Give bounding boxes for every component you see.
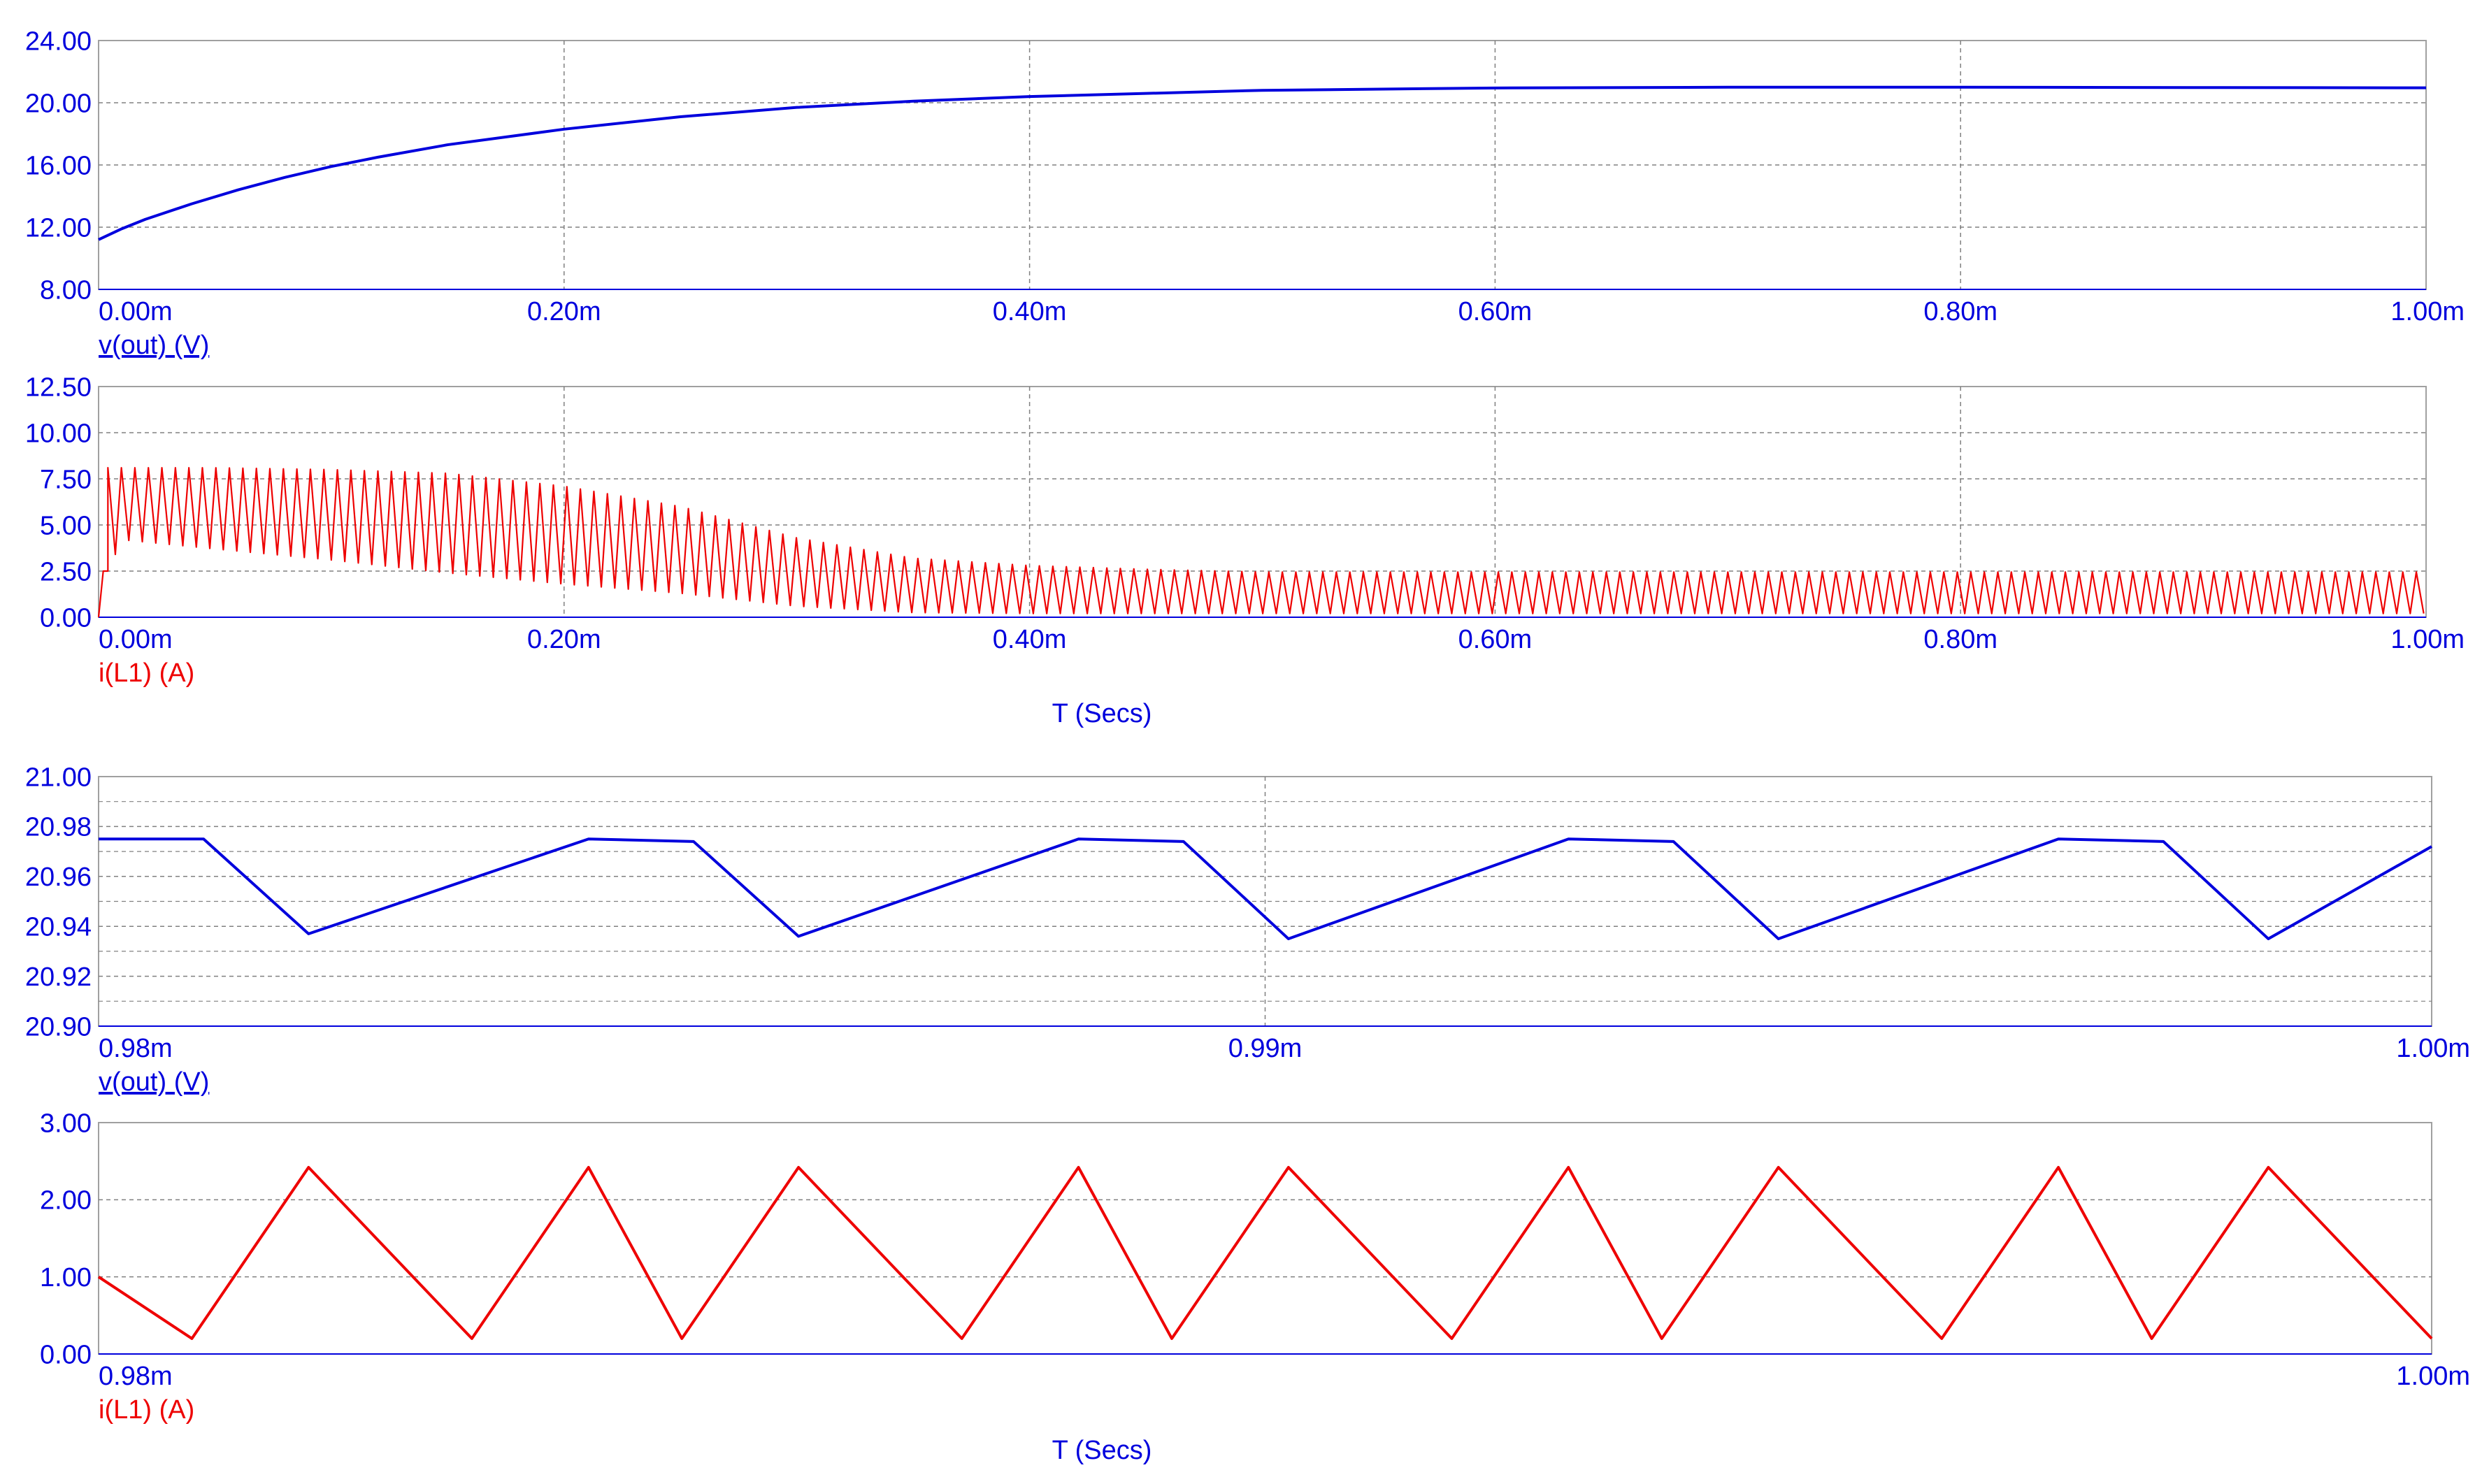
x-tick-label: 0.20m [527,297,601,326]
y-tick-label: 12.00 [25,213,92,243]
series-line [99,837,2432,941]
y-tick-label: 0.00 [40,603,92,633]
y-tick-label: 20.96 [25,863,92,892]
y-tick-label: 20.00 [25,89,92,118]
y-tick-label: 3.00 [40,1109,92,1138]
x-tick-label: 0.60m [1458,625,1533,654]
plot-frame [98,1122,2432,1355]
y-tick-label: 1.00 [40,1263,92,1292]
y-tick-label: 2.50 [40,557,92,586]
x-tick-label: 0.80m [1923,625,1997,654]
chart-panel-il1-full: 0.00 2.50 5.00 7.50 10.00 12.50 0.00m 0.20m 0.40… [25,373,2465,728]
series-line [97,1165,2433,1340]
x-tick-label: 0.99m [1228,1034,1303,1063]
y-tick-label: 21.00 [25,763,92,792]
y-tick-label: 24.00 [25,27,92,56]
y-tick-label: 20.90 [25,1012,92,1042]
chart-panel-vout-zoom: 20.90 20.92 20.94 20.96 20.98 21.00 0.98m 0.99m… [25,763,2470,1097]
x-tick-label: 1.00m [2390,297,2465,326]
trace-label: i(L1) (A) [99,1395,194,1425]
y-tick-label: 10.00 [25,419,92,448]
x-axis-title: T (Secs) [1052,699,1152,728]
y-tick-label: 20.94 [25,913,92,942]
series-line [98,85,2427,241]
y-tick-label: 8.00 [40,275,92,305]
y-tick-label: 12.50 [25,373,92,402]
y-tick-label: 5.00 [40,511,92,540]
x-tick-label: 1.00m [2396,1034,2470,1063]
y-tick-label: 20.98 [25,813,92,842]
y-tick-label: 7.50 [40,465,92,494]
x-axis-title: T (Secs) [1052,1436,1152,1465]
y-tick-label: 2.00 [40,1186,92,1216]
x-tick-label: 0.98m [99,1034,173,1063]
y-tick-label: 0.00 [40,1340,92,1369]
x-tick-label: 0.20m [527,625,601,654]
x-tick-label: 1.00m [2396,1362,2470,1391]
trace-label: v(out) (V) [99,331,209,360]
chart-panel-vout-full: 8.00 12.00 16.00 20.00 24.00 0.00m 0.20m 0.40m 0… [25,27,2465,360]
x-tick-label: 1.00m [2390,625,2465,654]
x-tick-label: 0.60m [1458,297,1533,326]
x-tick-label: 0.98m [99,1362,173,1391]
x-tick-label: 0.00m [99,625,173,654]
x-tick-label: 0.00m [99,297,173,326]
trace-label: i(L1) (A) [99,658,194,688]
series-line [97,467,2425,618]
chart-panel-il1-zoom: 0.00 1.00 2.00 3.00 0.98m 1.00m i(L1) (A) T (Se… [40,1109,2470,1465]
x-tick-label: 0.40m [993,297,1067,326]
x-tick-label: 0.80m [1923,297,1997,326]
trace-label: v(out) (V) [99,1067,209,1097]
x-tick-label: 0.40m [993,625,1067,654]
y-tick-label: 20.92 [25,963,92,992]
y-tick-label: 16.00 [25,151,92,180]
